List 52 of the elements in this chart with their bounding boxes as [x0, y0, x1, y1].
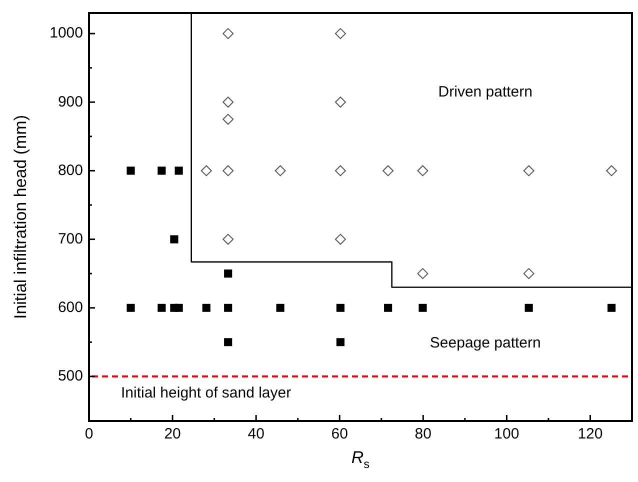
point	[170, 235, 178, 244]
point	[336, 304, 344, 312]
point	[200, 165, 212, 176]
point	[222, 234, 234, 245]
point	[607, 304, 616, 312]
point	[523, 268, 534, 280]
point	[276, 304, 284, 312]
x-tick-label: 80	[414, 426, 432, 443]
point	[222, 114, 234, 125]
x-tick-label: 0	[84, 426, 94, 443]
annotation: Seepage pattern	[430, 334, 541, 352]
point	[384, 304, 392, 312]
y-tick-label: 900	[58, 93, 83, 110]
point	[224, 270, 232, 278]
point	[174, 166, 183, 175]
point	[222, 28, 234, 40]
point	[334, 96, 346, 108]
point	[382, 165, 394, 176]
point	[222, 165, 234, 176]
x-tick-label: 40	[248, 426, 264, 443]
point	[222, 96, 234, 108]
point	[224, 338, 232, 346]
point	[417, 165, 428, 176]
y-axis-title: Initial infiltration head (mm)	[11, 114, 30, 320]
point	[417, 268, 428, 280]
point	[224, 304, 232, 312]
point	[158, 166, 166, 175]
point	[158, 304, 166, 312]
x-tick-label: 100	[494, 426, 520, 443]
point	[336, 338, 344, 346]
point	[202, 304, 210, 312]
y-tick-label: 600	[58, 299, 83, 316]
point	[334, 234, 346, 245]
x-tick-label: 120	[578, 426, 603, 443]
point	[274, 165, 286, 176]
x-tick-label: 60	[331, 426, 348, 443]
point	[334, 28, 346, 40]
y-tick-label: 1000	[50, 24, 83, 42]
x-tick-label: 20	[164, 426, 181, 443]
point	[126, 304, 135, 312]
point	[606, 165, 618, 176]
point	[126, 166, 135, 175]
y-tick-label: 700	[58, 230, 83, 248]
point	[418, 304, 427, 312]
point	[524, 304, 533, 312]
y-tick-label: 500	[58, 368, 83, 385]
annotation: Driven pattern	[438, 84, 532, 101]
y-tick-label: 800	[58, 162, 83, 179]
ref-line-label: Initial height of sand layer	[121, 384, 292, 402]
point	[523, 165, 534, 176]
point	[174, 304, 183, 312]
point	[334, 165, 346, 176]
